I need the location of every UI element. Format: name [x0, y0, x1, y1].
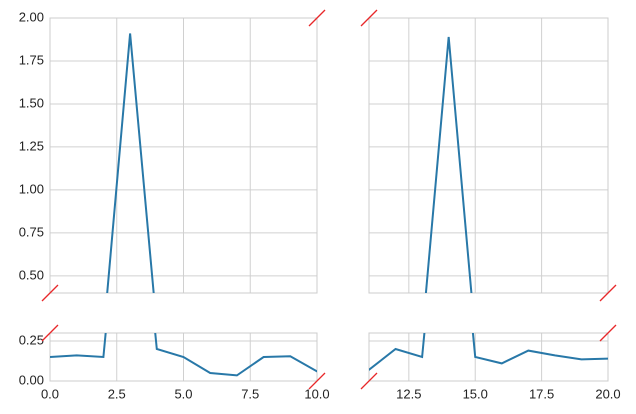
spine: [368, 17, 609, 294]
break-mark: [599, 324, 617, 342]
y-tick-label: 1.00: [19, 181, 44, 196]
y-tick-label: 1.75: [19, 52, 44, 67]
panel: 0.00 0.25 0.0 2.5 5.0 7.5 10.0: [19, 332, 330, 401]
break-mark: [360, 372, 378, 390]
x-tick-label: 10.0: [304, 386, 329, 401]
y-tick-label: 0.75: [19, 224, 44, 239]
panel: 0.50 0.75 1.00 1.25 1.50 1.75 2.00: [19, 9, 318, 294]
y-tick-label: 0.00: [19, 372, 44, 387]
break-mark: [41, 284, 59, 302]
break-marks: [41, 9, 617, 390]
break-mark: [308, 9, 326, 27]
y-tick-label: 1.25: [19, 138, 44, 153]
x-tick-label: 20.0: [595, 386, 620, 401]
spine: [368, 332, 609, 382]
line-series: [424, 36, 473, 293]
x-tick-label: 12.5: [396, 386, 421, 401]
line-series: [369, 333, 608, 371]
y-tick-label: 1.50: [19, 95, 44, 110]
x-tick-label: 2.5: [108, 386, 126, 401]
panel: [368, 17, 609, 294]
y-tick-label: 2.00: [19, 9, 44, 24]
y-tick-label: 0.50: [19, 267, 44, 282]
x-tick-label: 17.5: [529, 386, 554, 401]
break-mark: [308, 372, 326, 390]
break-mark: [360, 9, 378, 27]
x-tick-label: 5.0: [174, 386, 192, 401]
panel: 12.5 15.0 17.5 20.0: [368, 332, 621, 401]
y-tick-label: 0.25: [19, 332, 44, 347]
x-tick-label: 15.0: [463, 386, 488, 401]
x-tick-label: 0.0: [41, 386, 59, 401]
break-mark: [41, 324, 59, 342]
spine: [49, 17, 318, 294]
line-series: [106, 33, 155, 293]
x-tick-label: 7.5: [241, 386, 259, 401]
break-mark: [599, 284, 617, 302]
